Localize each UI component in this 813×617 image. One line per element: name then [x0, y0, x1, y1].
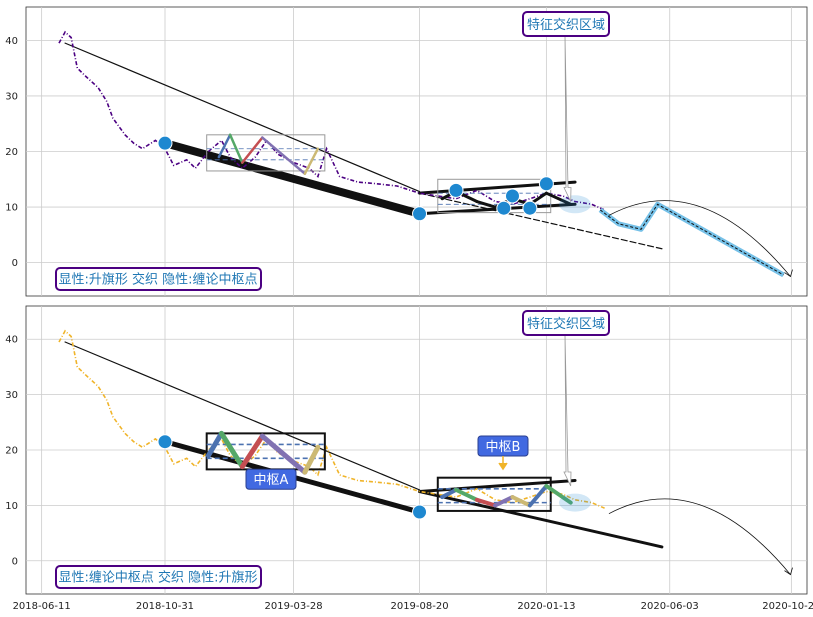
inner-zigzag-segment — [493, 495, 515, 508]
trend-line — [64, 341, 421, 491]
y-tick-label: 40 — [5, 36, 18, 47]
y-tick-label: 10 — [5, 501, 18, 512]
center-a-label-box — [245, 468, 297, 490]
x-tick-label: 2020-10-21 — [762, 601, 813, 612]
inner-zigzag-segment — [544, 484, 573, 505]
forecast-arc-head — [784, 269, 793, 278]
y-tick-label: 20 — [5, 147, 18, 158]
y-tick-label: 0 — [12, 258, 18, 269]
center-b-label: 中枢B — [486, 440, 521, 455]
zigzag-segment — [218, 430, 245, 470]
y-tick-label: 40 — [5, 335, 18, 346]
trend-line — [160, 139, 424, 218]
y-tick-label: 30 — [5, 91, 18, 102]
callout-arrow — [563, 35, 572, 202]
zigzag-segment — [261, 136, 307, 175]
pattern-label-box — [55, 565, 262, 589]
inner-zigzag-segment — [474, 497, 498, 508]
x-tick-label: 2018-10-31 — [136, 601, 194, 612]
pivot-point — [412, 504, 428, 520]
inner-zigzag-segment — [527, 484, 549, 508]
callout-box — [522, 310, 610, 336]
pivot-point — [412, 206, 428, 222]
callout-box — [522, 11, 610, 37]
x-tick-label: 2018-06-11 — [13, 601, 71, 612]
x-tick-label: 2020-01-13 — [517, 601, 575, 612]
callout-label: 特征交织区域 — [527, 316, 605, 332]
center-box — [436, 476, 552, 512]
zigzag-segment — [217, 133, 232, 159]
pivot-point — [496, 200, 512, 216]
center-b-pointer — [498, 456, 508, 471]
pivot-point — [157, 135, 173, 151]
price-series — [58, 30, 605, 211]
trend-line — [418, 192, 663, 250]
pivot-point — [448, 182, 464, 198]
trend-line — [418, 490, 664, 549]
forecast-arc-head — [784, 567, 793, 576]
pivot-point — [157, 434, 173, 450]
forecast-arc — [608, 200, 791, 277]
x-tick-label: 2020-06-03 — [641, 601, 699, 612]
inner-zigzag-segment — [544, 191, 573, 206]
inner-zigzag-segment — [440, 487, 459, 500]
inner-zigzag-segment — [510, 495, 532, 508]
callout-label: 特征交织区域 — [527, 17, 605, 33]
y-tick-label: 30 — [5, 390, 18, 401]
y-tick-label: 0 — [12, 556, 18, 567]
center-box — [206, 134, 326, 172]
pattern-label-box — [55, 267, 262, 291]
trend-line — [64, 42, 421, 193]
x-tick-label: 2019-03-28 — [265, 601, 323, 612]
zigzag-segment — [239, 433, 265, 470]
price-series — [58, 329, 605, 509]
zigzag-segment — [228, 133, 244, 164]
pivot-point — [538, 176, 554, 192]
intersection-highlight — [559, 493, 592, 512]
inner-zigzag-segment — [475, 200, 497, 209]
pivot-point — [504, 188, 520, 204]
trend-line — [418, 478, 577, 494]
y-tick-label: 20 — [5, 446, 18, 457]
zigzag-segment — [205, 430, 224, 459]
zigzag-segment — [259, 433, 308, 475]
zigzag-segment — [303, 147, 320, 175]
pivot-point — [522, 200, 538, 216]
zigzag-segment — [302, 444, 321, 475]
zigzag-segment — [241, 136, 264, 164]
forecast-arc — [608, 498, 791, 575]
y-tick-label: 10 — [5, 203, 18, 214]
projection-line — [599, 203, 784, 276]
intersection-highlight — [559, 195, 592, 214]
pattern-label: 显性:缠论中枢点 交织 隐性:升旗形 — [58, 570, 257, 586]
callout-arrow — [563, 334, 572, 487]
pattern-label: 显性:升旗形 交织 隐性:缠论中枢点 — [58, 272, 257, 288]
center-a-label: 中枢A — [254, 473, 289, 488]
inner-zigzag-segment — [454, 487, 479, 502]
x-tick-label: 2019-08-20 — [390, 601, 448, 612]
